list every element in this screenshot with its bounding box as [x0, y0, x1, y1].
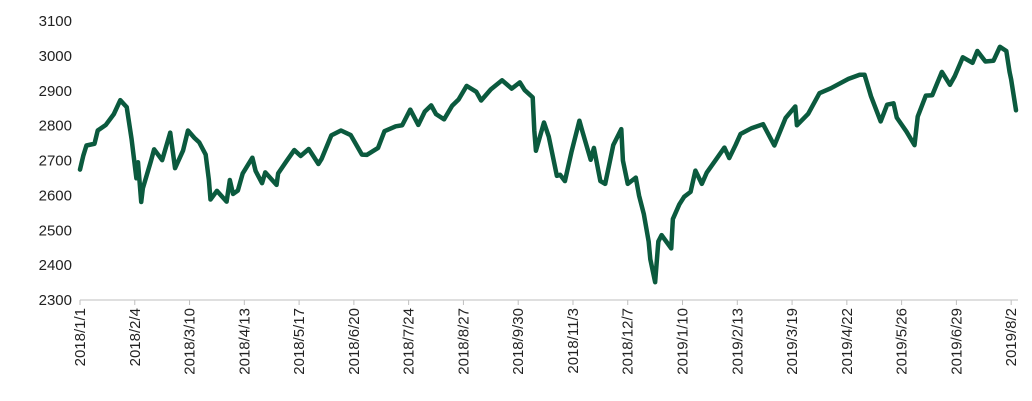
x-tick-label: 2018/4/13	[236, 308, 253, 375]
x-tick-label: 2019/5/26	[894, 308, 911, 375]
x-tick-label: 2018/3/10	[182, 308, 199, 375]
x-tick-label: 2019/1/10	[675, 308, 692, 375]
x-tick-label: 2019/2/13	[729, 308, 746, 375]
x-tick-label: 2018/5/17	[291, 308, 308, 375]
y-tick-label: 2400	[39, 257, 72, 274]
y-tick-label: 2700	[39, 153, 72, 170]
y-tick-label: 2500	[39, 222, 72, 239]
x-tick-label: 2018/9/30	[510, 308, 527, 375]
x-tick-label: 2018/11/3	[565, 308, 582, 374]
y-tick-label: 2300	[39, 292, 72, 309]
x-tick-label: 2018/8/27	[455, 308, 472, 375]
y-tick-label: 2600	[39, 187, 72, 204]
x-tick-label: 2018/1/1	[72, 308, 89, 366]
x-tick-label: 2018/7/24	[401, 308, 418, 375]
x-tick-label: 2018/2/4	[127, 308, 144, 366]
x-tick-label: 2019/6/29	[948, 308, 965, 375]
x-tick-label: 2019/3/19	[784, 308, 801, 375]
y-tick-label: 3000	[39, 48, 72, 65]
y-tick-label: 2800	[39, 118, 72, 135]
y-tick-label: 3100	[39, 13, 72, 30]
x-tick-label: 2018/12/7	[620, 308, 637, 375]
x-tick-label: 2019/4/22	[839, 308, 856, 375]
y-tick-label: 2900	[39, 83, 72, 100]
line-series	[77, 44, 1019, 285]
x-tick-label: 2018/6/20	[346, 308, 363, 375]
x-tick-label: 2019/8/2	[1003, 308, 1020, 366]
